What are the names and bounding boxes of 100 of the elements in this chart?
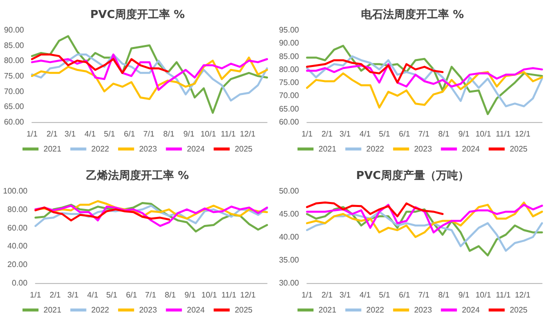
y-tick-label: 90.00	[4, 26, 25, 34]
x-tick-label: 10/1	[475, 130, 492, 138]
y-tick-label: 85.00	[4, 40, 25, 50]
line-series	[31, 54, 268, 91]
legend-label: 2021	[44, 306, 62, 314]
y-tick-label: 80.00	[4, 56, 25, 66]
legend-label: 2024	[462, 306, 480, 314]
y-tick-label: 30.00	[278, 278, 300, 288]
line-series	[34, 206, 170, 222]
y-tick-label: 40.00	[7, 242, 28, 251]
x-tick-label: 8/1	[438, 130, 450, 138]
x-tick-label: 4/1	[360, 290, 372, 300]
y-tick-label: 60.00	[278, 118, 300, 126]
y-tick-label: 60.00	[7, 223, 28, 232]
legend-label: 2024	[462, 144, 480, 154]
x-tick-label: 12/1	[240, 130, 256, 138]
x-tick-label: 10/1	[201, 290, 218, 300]
x-tick-label: 6/1	[126, 290, 138, 300]
x-tick-label: 3/1	[64, 130, 76, 138]
y-tick-label: 65.00	[278, 104, 300, 114]
x-tick-label: 12/1	[240, 290, 256, 300]
line-series	[306, 59, 444, 84]
legend-label: 2024	[186, 306, 206, 314]
legend-label: 2025	[234, 144, 254, 154]
x-tick-label: 10/1	[475, 290, 492, 300]
y-tick-label: 75.00	[278, 78, 300, 88]
x-tick-label: 11/1	[220, 130, 236, 138]
line-series	[306, 63, 543, 88]
x-tick-label: 5/1	[104, 130, 116, 138]
legend-label: 2024	[186, 144, 206, 154]
x-tick-label: 1/1	[30, 290, 42, 300]
legend-label: 2022	[366, 144, 385, 154]
x-tick-label: 10/1	[200, 130, 217, 138]
x-tick-label: 5/1	[378, 290, 391, 300]
x-tick-label: 4/1	[360, 130, 372, 138]
legend-label: 2022	[366, 306, 385, 314]
x-tick-label: 6/1	[124, 130, 136, 138]
legend-label: 2022	[91, 306, 110, 314]
x-tick-label: 5/1	[378, 130, 391, 138]
x-tick-label: 3/1	[340, 130, 352, 138]
x-tick-label: 2/1	[46, 130, 58, 138]
legend-label: 2021	[44, 144, 62, 154]
x-tick-label: 7/1	[418, 290, 430, 300]
x-tick-label: 8/1	[164, 290, 176, 300]
y-tick-label: 95.00	[278, 26, 300, 34]
chart-title: 乙烯法周度开工率 %	[86, 169, 189, 182]
line-series	[31, 54, 169, 74]
y-tick-label: 40.00	[278, 232, 300, 242]
legend-label: 2023	[139, 144, 158, 154]
y-tick-label: 45.00	[278, 210, 300, 218]
y-tick-label: 70.00	[278, 91, 300, 100]
legend-label: 2021	[318, 306, 337, 314]
x-tick-label: 11/1	[221, 290, 237, 300]
x-tick-label: 9/1	[183, 130, 195, 138]
line-series	[306, 71, 543, 109]
y-tick-label: 80.00	[278, 64, 300, 74]
x-tick-label: 12/1	[514, 130, 531, 138]
x-tick-label: 1/1	[301, 130, 314, 138]
x-tick-label: 4/1	[87, 290, 99, 300]
x-tick-label: 8/1	[438, 290, 450, 300]
line-series	[306, 55, 543, 108]
y-tick-label: 100.00	[3, 186, 28, 196]
line-series	[306, 44, 543, 116]
legend-label: 2025	[234, 306, 254, 314]
legend-label: 2025	[510, 144, 528, 154]
chart-title: 电石法周度开工率 %	[361, 8, 464, 21]
legend-label: 2022	[91, 144, 110, 154]
y-tick-label: 85.00	[278, 52, 300, 61]
legend-label: 2021	[318, 144, 337, 154]
y-tick-label: 0.00	[12, 278, 28, 288]
legend-label: 2023	[414, 306, 432, 314]
y-tick-label: 90.00	[278, 38, 300, 48]
x-tick-label: 6/1	[398, 130, 411, 138]
y-tick-label: 65.00	[4, 102, 25, 112]
x-tick-label: 7/1	[145, 290, 157, 300]
x-tick-label: 5/1	[106, 290, 118, 300]
line-series	[306, 202, 444, 218]
chart-title: PVC周度产量（万吨）	[356, 169, 469, 182]
x-tick-label: 4/1	[84, 130, 96, 138]
y-tick-label: 60.00	[4, 118, 25, 126]
line-series	[34, 202, 268, 232]
y-tick-label: 20.00	[7, 260, 28, 270]
x-tick-label: 12/1	[514, 290, 531, 300]
x-tick-label: 11/1	[496, 130, 512, 138]
y-tick-label: 35.00	[278, 256, 300, 264]
x-tick-label: 3/1	[67, 290, 80, 300]
y-tick-label: 50.00	[278, 186, 300, 196]
chart-title: PVC周度开工率 %	[90, 8, 185, 21]
x-tick-label: 7/1	[418, 130, 430, 138]
x-tick-label: 2/1	[321, 130, 334, 138]
x-tick-label: 7/1	[143, 130, 155, 138]
x-tick-label: 3/1	[340, 290, 352, 300]
line-series	[31, 35, 268, 114]
x-tick-label: 6/1	[398, 290, 411, 300]
legend-label: 2025	[510, 306, 528, 314]
x-tick-label: 2/1	[321, 290, 334, 300]
x-tick-label: 11/1	[496, 290, 512, 300]
y-tick-label: 75.00	[4, 72, 25, 80]
x-tick-label: 2/1	[50, 290, 62, 300]
x-tick-label: 1/1	[26, 130, 38, 138]
